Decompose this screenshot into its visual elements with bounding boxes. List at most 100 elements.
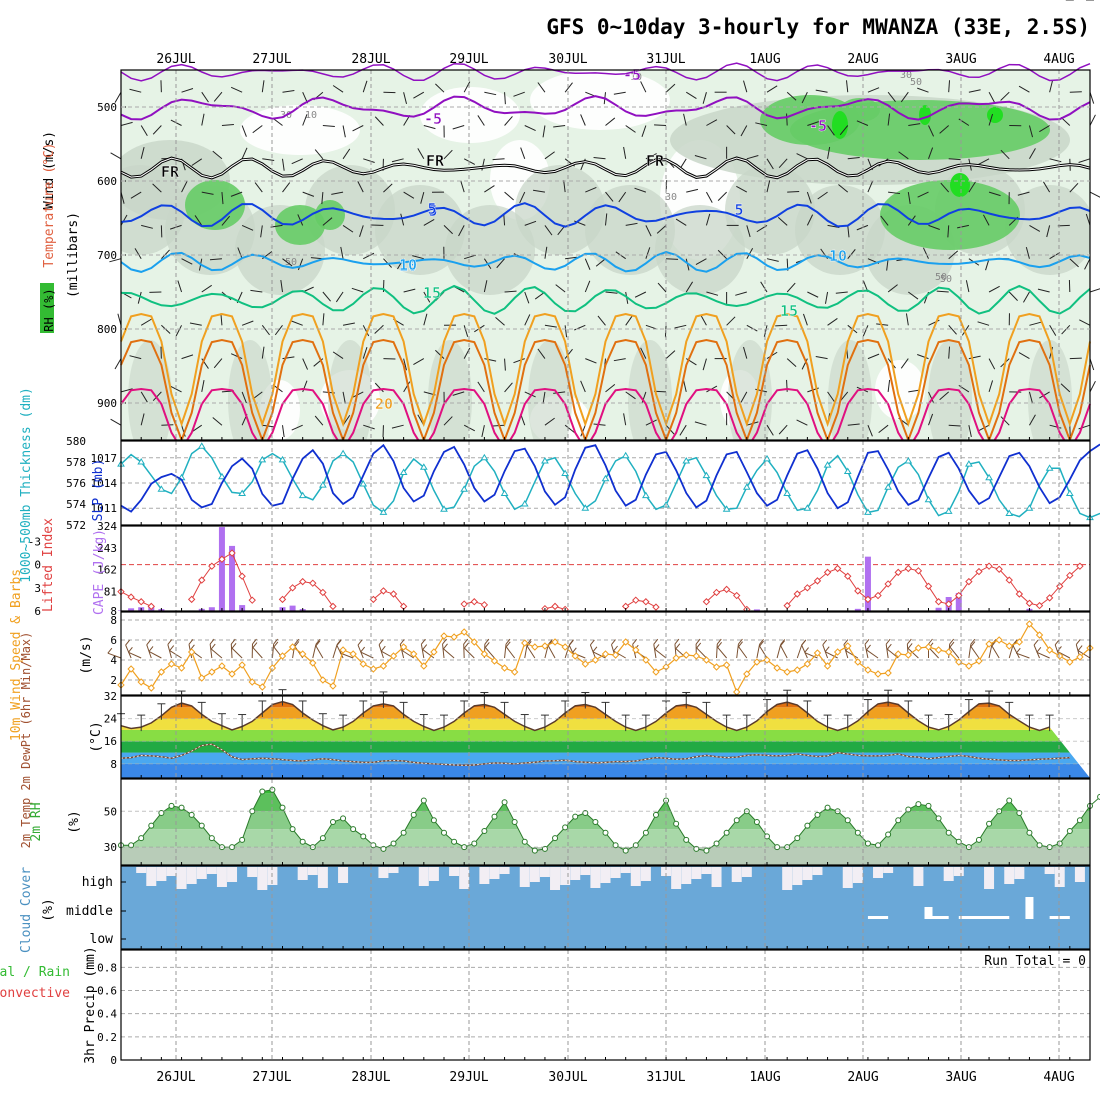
wind-speed-point [632, 646, 640, 654]
panel-labels: Wind (m/s)Temperature (°C) RH (%) (milliba… [0, 131, 107, 1064]
wind-speed-point [944, 648, 953, 656]
wind-barb [988, 358, 996, 370]
cape-bar [128, 608, 135, 611]
thickness-point [864, 508, 872, 515]
wind-barb [928, 224, 940, 230]
wind-barb [928, 125, 935, 137]
wind-barb [363, 158, 375, 163]
y-tick-label: 16 [104, 735, 117, 748]
wind-barb [928, 647, 939, 659]
wind-barb [181, 258, 193, 265]
wind-barb-flag [188, 638, 194, 645]
wind-speed-point [833, 648, 842, 656]
wind-barb [374, 382, 384, 393]
wind-barb [181, 354, 194, 360]
wind-barb [314, 149, 324, 160]
wind-barb [613, 358, 626, 362]
wind-barb [958, 384, 970, 393]
lifted-index-point [642, 598, 650, 606]
lifted-index-point [248, 596, 256, 604]
wind-barb [524, 220, 537, 226]
wind-barb [970, 646, 980, 659]
wind-barb [109, 258, 122, 263]
date-label: 31JUL [646, 1070, 685, 1085]
wind-speed-point [753, 658, 761, 666]
thickness-point [541, 456, 549, 464]
y-tick-label: 0 [34, 559, 41, 572]
wind-barb [867, 425, 873, 437]
wind-speed-point [379, 662, 388, 670]
wind-barb-flag [717, 641, 723, 648]
cape-bar [289, 605, 296, 611]
rh-contour-label: 10 [630, 72, 642, 83]
temp-band [121, 752, 1090, 764]
wind-barb [110, 418, 122, 426]
wind-barb-flag [970, 641, 976, 647]
rh-point [652, 811, 659, 818]
wind-barb-flag [209, 638, 215, 645]
thickness-point [419, 463, 428, 470]
wind-barb [302, 358, 309, 370]
lifted-index-point [1025, 599, 1034, 607]
upper-temp-label: Temperature (°C) [42, 142, 57, 267]
wind-barb [592, 651, 606, 659]
wind-barb [887, 284, 898, 293]
wind-barb-flag [399, 639, 405, 645]
wind-speed-point [813, 649, 822, 657]
wind-barb [640, 81, 647, 93]
wind-speed-point [309, 659, 317, 667]
lifted-index-point [298, 577, 307, 586]
wind-barb [867, 180, 874, 193]
wind-barb [847, 225, 850, 238]
y-tick-label: 4 [110, 654, 117, 667]
cape-label: CAPE (J/kg) [92, 529, 107, 615]
wind-barb-flag [1077, 645, 1083, 651]
cloud-gap [307, 867, 318, 875]
wind-barb [513, 358, 525, 364]
wind-barb [524, 391, 536, 398]
wind-barb [443, 225, 453, 235]
wind-barb [322, 313, 325, 326]
rh-point [481, 827, 488, 834]
wind-barb [513, 91, 525, 97]
wind-barb [743, 346, 748, 359]
date-label: 30JUL [548, 52, 587, 67]
wind-barb [706, 191, 713, 203]
thickness-point [379, 508, 388, 515]
cloud-gap [378, 867, 389, 878]
wind-barb-flag [780, 639, 786, 645]
lifted-index-point [1005, 576, 1013, 584]
rh-contour-fill [240, 105, 360, 155]
wind-barb-flag [801, 639, 807, 646]
rh-point [380, 845, 387, 852]
wind-barb [1084, 258, 1091, 270]
upper-rh-label: RH (%) [42, 288, 56, 331]
lifted-index-point [329, 602, 337, 611]
wind-barb [686, 188, 699, 193]
wind-barb [302, 191, 315, 197]
wind-barb-flag [843, 639, 849, 645]
lifted-index-point [228, 549, 236, 557]
wind-barb [252, 647, 263, 659]
wind-speed-point [642, 656, 650, 664]
wind-barb [735, 291, 747, 296]
rh-point [875, 842, 882, 849]
rh-point [299, 838, 306, 845]
wind-barb [137, 291, 142, 304]
wind-barb [965, 280, 970, 293]
rh-point [612, 842, 619, 849]
wind-barb [654, 648, 667, 659]
wind-barb [867, 353, 880, 360]
cloud-gap [953, 867, 964, 876]
wind-barb-flag [526, 640, 532, 647]
rh-point [673, 820, 680, 827]
upper-wind-label: Wind (m/s) [42, 131, 57, 209]
rh-point [208, 835, 215, 842]
cloud-gap [731, 867, 742, 882]
wind-barb [1029, 148, 1036, 160]
wind-barb [524, 314, 531, 326]
wind-barb [565, 256, 578, 260]
y-tick-label: 50 [104, 805, 117, 818]
cloud-gap [958, 916, 1010, 919]
wind-barb [746, 155, 759, 160]
